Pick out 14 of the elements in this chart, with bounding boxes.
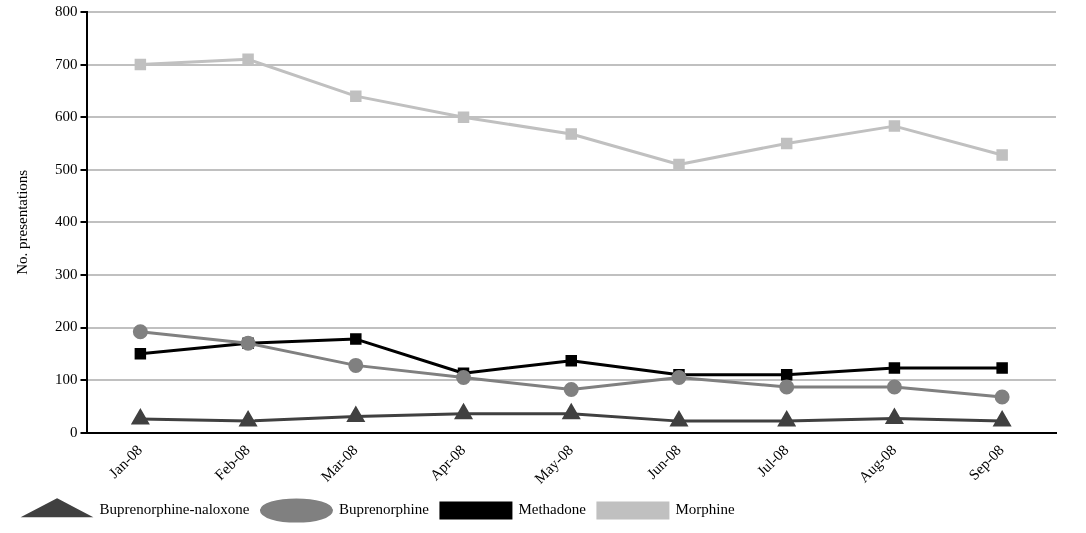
y-axis-title: No. presentations [13, 169, 30, 275]
y-tick-label: 0 [70, 423, 78, 440]
legend-label: Morphine [675, 501, 735, 518]
y-tick-label: 700 [55, 55, 78, 72]
legend-label: Methadone [518, 501, 587, 518]
y-tick-label: 100 [55, 371, 78, 388]
y-tick-label: 200 [55, 318, 78, 335]
y-tick-label: 500 [55, 160, 78, 177]
legend-label: Buprenorphine [338, 501, 430, 518]
legend-label: Buprenorphine-naloxone [99, 501, 250, 518]
y-tick-label: 400 [55, 213, 78, 230]
y-tick-label: 600 [55, 108, 78, 125]
y-tick-label: 300 [55, 265, 78, 282]
y-tick-label: 800 [55, 2, 78, 19]
